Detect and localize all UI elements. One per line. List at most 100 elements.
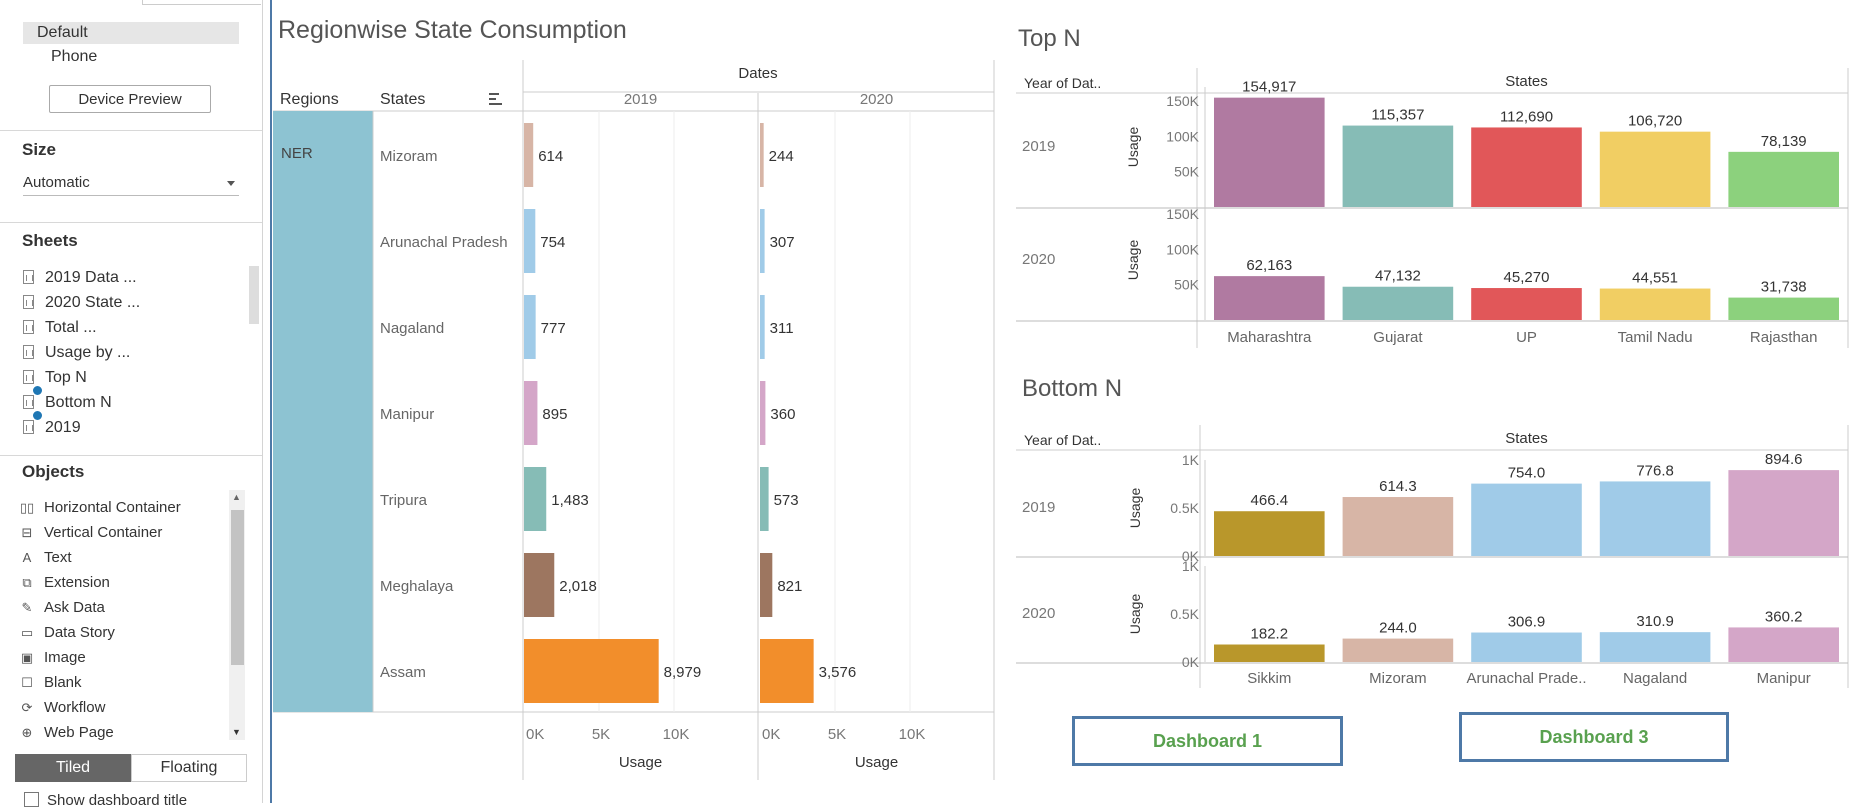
checkbox-icon [24,792,39,807]
scroll-down-icon[interactable]: ▼ [232,727,241,737]
bar-assam-2020 [760,639,814,703]
object-item-web-page[interactable]: ⊕ Web Page [18,721,114,745]
bottom-n-chart[interactable]: Bottom N Year of Dat.. States 2019 Usage 0K 0.… [1010,370,1855,700]
object-item-label: Image [44,649,86,666]
x-tick-label: 5K [828,726,846,743]
data-story-icon: ▭ [20,625,34,640]
worksheet-icon [23,395,43,421]
bar-assam-2019 [524,639,659,703]
data-label: 115,357 [1371,107,1424,124]
device-phone-option[interactable]: Phone [51,48,98,65]
bar-tripura-2019 [524,467,547,531]
bar-gujarat-2019 [1342,125,1454,207]
sheet-item-bottom-n[interactable]: Bottom N [23,391,112,421]
tiled-toggle-button[interactable]: Tiled [15,754,131,782]
sheets-scrollbar[interactable] [249,266,259,324]
y-axis-title: Usage [1127,488,1143,529]
year-label: 2019 [1022,138,1055,155]
y-axis-title: Usage [1125,127,1141,168]
object-item-label: Text [44,549,72,566]
object-item-vertical-container[interactable]: ⊟ Vertical Container [18,521,163,545]
x-tick-label: 5K [592,726,610,743]
data-label: 466.4 [1251,492,1289,509]
object-item-ask-data[interactable]: ✎ Ask Data [18,596,105,620]
state-label: Mizoram [380,148,438,165]
sheet-item-2020-state[interactable]: 2020 State ... [23,291,140,315]
sheet-item-label: Bottom N [45,394,112,411]
sheet-item-label: Top N [45,369,87,386]
x-tick-label: 0K [526,726,544,743]
object-item-label: Web Page [44,724,114,741]
size-title: Size [22,140,57,159]
data-label: 45,270 [1504,269,1550,286]
state-label: Manipur [380,406,434,423]
worksheet-icon [23,420,34,434]
sort-icon-bar [489,98,496,100]
bar-nagaland-2020 [760,295,765,359]
data-label: 2,018 [559,578,597,595]
category-label: Mizoram [1369,670,1427,687]
horizontal-container-icon: ▯▯ [19,500,35,515]
sheet-item-usage-by[interactable]: Usage by ... [23,341,130,365]
x-tick-label: 0K [762,726,780,743]
device-preview-button[interactable]: Device Preview [49,85,211,113]
data-label: 614.3 [1379,478,1417,495]
column-year-label: 2019 [624,91,657,108]
object-item-blank[interactable]: ☐ Blank [18,671,81,695]
bar-rajasthan-2019 [1728,151,1839,207]
data-label: 182.2 [1251,626,1289,643]
sheet-item-2019[interactable]: 2019 [23,416,81,440]
bar-arunachal-pradesh-2019 [524,209,536,273]
object-item-image[interactable]: ▣ Image [18,646,86,670]
data-label: 310.9 [1636,613,1674,630]
data-label: 360.2 [1765,608,1803,625]
objects-scrollbar-thumb[interactable] [231,510,244,665]
sheet-item-label: Total ... [45,319,97,336]
divider [0,130,262,131]
bar-tamil-nadu-2020 [1599,288,1711,320]
floating-toggle-button[interactable]: Floating [131,754,247,782]
sheet-item-total[interactable]: Total ... [23,316,97,340]
category-label: Manipur [1757,670,1811,687]
bar-manipur-2020 [760,381,766,445]
year-label: 2019 [1022,499,1055,516]
sheet-item-label: 2019 [45,419,81,436]
data-label: 821 [777,578,802,595]
sort-icon [489,93,499,95]
sheet-item-top-n[interactable]: Top N [23,366,87,396]
web-page-icon: ⊕ [21,725,33,740]
divider [0,455,262,456]
object-item-label: Data Story [44,624,115,641]
bar-maharashtra-2020 [1214,276,1325,320]
device-default-option[interactable]: Default [23,22,239,44]
y-axis-title: Usage [1127,594,1143,635]
object-item-horizontal-container[interactable]: ▯▯ Horizontal Container [18,496,181,520]
ask-data-icon: ✎ [21,600,33,615]
top-n-chart[interactable]: Top N Year of Dat.. States 2019 Usage 50K 100K… [1010,0,1855,360]
regionwise-state-consumption-chart[interactable]: Regionwise State Consumption Regions State… [273,0,1003,803]
x-tick-label: 10K [663,726,690,743]
category-label: UP [1516,329,1537,346]
show-dashboard-title-checkbox[interactable]: Show dashboard title [24,792,187,809]
state-label: Assam [380,664,426,681]
y-tick-label: 0.5K [1170,500,1199,516]
bar-rajasthan-2020 [1728,297,1839,320]
object-item-data-story[interactable]: ▭ Data Story [18,621,115,645]
object-item-label: Horizontal Container [44,499,181,516]
data-label: 776.8 [1636,462,1674,479]
bar-nagaland-2019 [1599,481,1711,556]
object-item-workflow[interactable]: ⟳ Workflow [18,696,106,720]
x-tick-label: 10K [899,726,926,743]
state-label: Meghalaya [380,578,454,595]
data-label: 31,738 [1761,279,1807,296]
dashboard-1-button[interactable]: Dashboard 1 [1072,716,1343,766]
object-item-extension[interactable]: ⧉ Extension [18,571,110,595]
scroll-up-icon[interactable]: ▲ [232,492,241,502]
year-label: 2020 [1022,605,1055,622]
size-dropdown[interactable]: Automatic [23,170,239,196]
object-item-text[interactable]: A Text [18,546,72,570]
data-label: 573 [774,492,799,509]
sheet-item-2019-data[interactable]: 2019 Data ... [23,266,137,290]
dashboard-3-button[interactable]: Dashboard 3 [1459,712,1729,762]
y-tick-label: 150K [1166,206,1199,222]
